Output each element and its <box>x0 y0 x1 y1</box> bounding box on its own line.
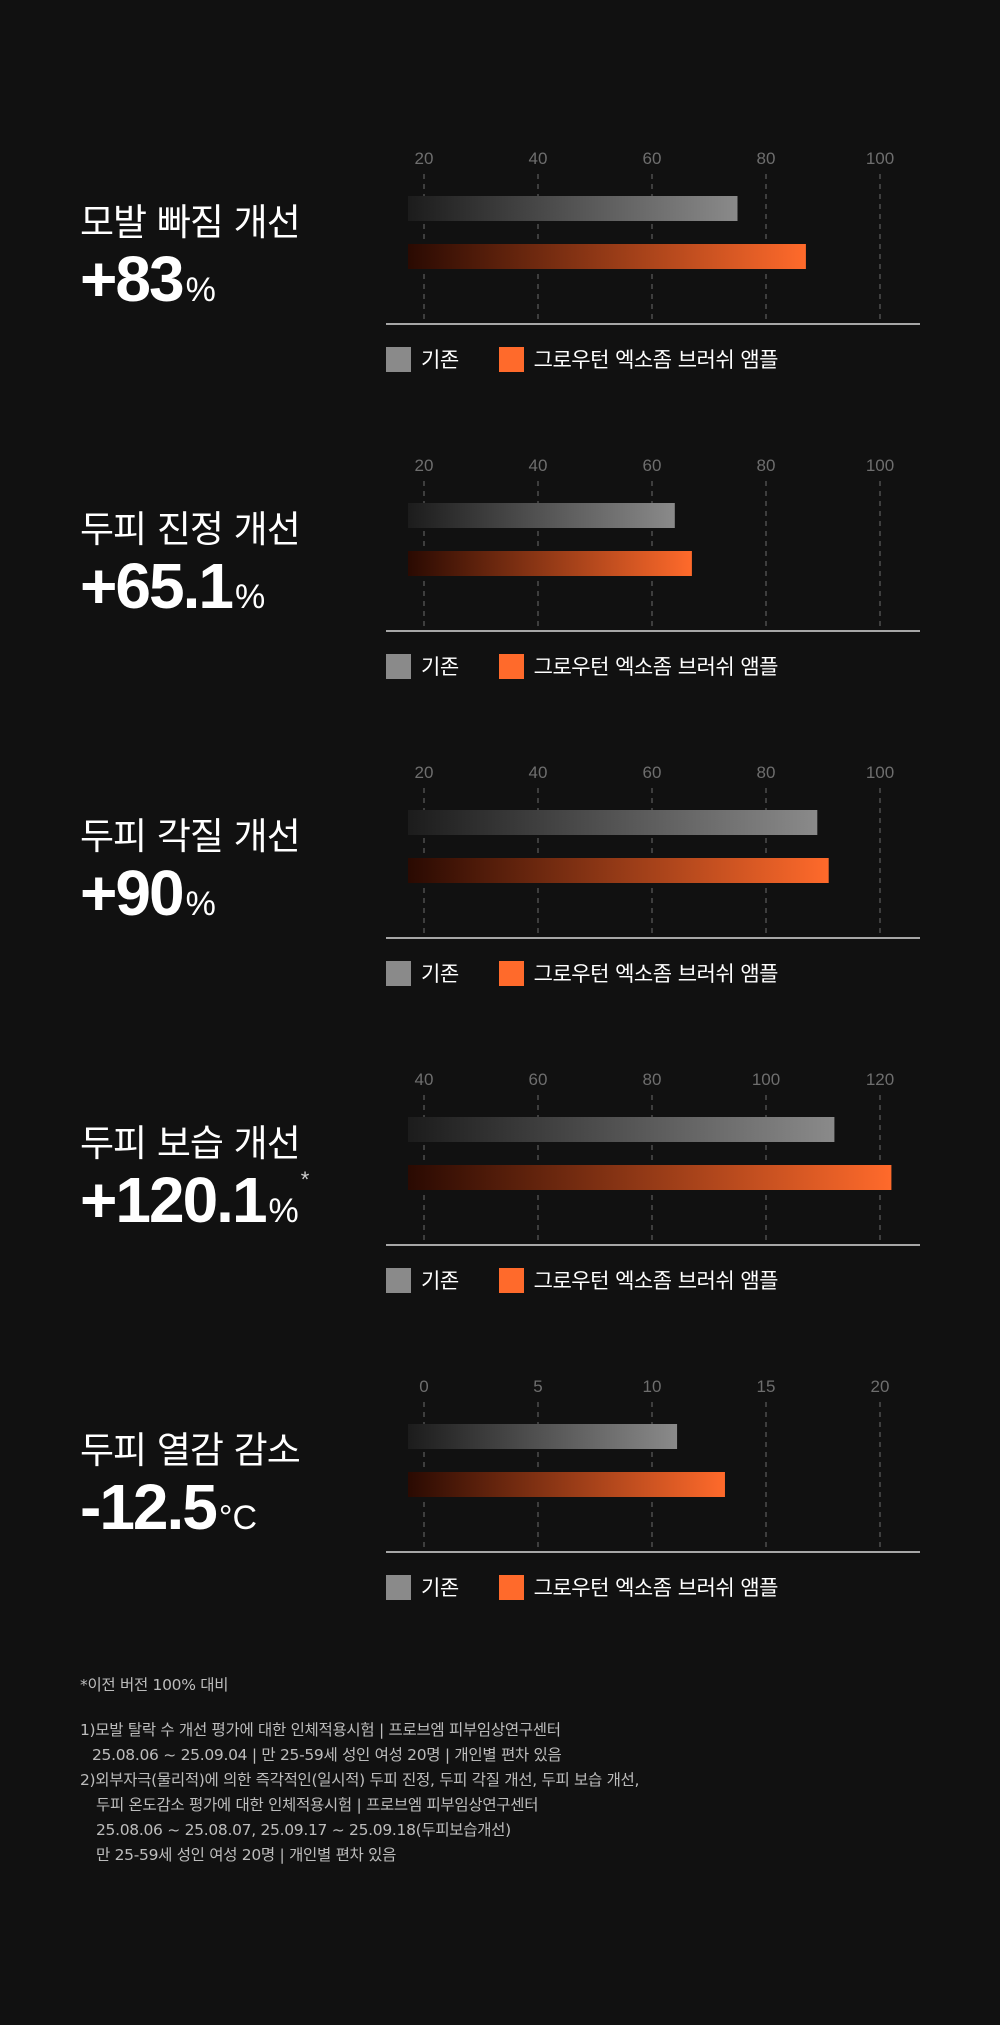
tick-label: 100 <box>752 1070 780 1089</box>
legend-label-baseline: 기존 <box>421 962 459 986</box>
tick-label: 40 <box>415 1070 434 1089</box>
tick-label: 80 <box>757 149 776 168</box>
bar-chart: 40 60 80 100 120 <box>386 1070 920 1246</box>
metric-value-group: +65.1% <box>80 549 265 623</box>
tick-label: 100 <box>866 456 894 475</box>
legend-swatch-baseline <box>386 653 411 679</box>
chart-legend: 기존 그로우턴 엑소좀 브러쉬 앰플 <box>386 1267 779 1293</box>
metric-unit: % <box>234 578 266 616</box>
bar-baseline <box>408 196 738 221</box>
chart-legend: 기존 그로우턴 엑소좀 브러쉬 앰플 <box>386 346 779 372</box>
tick-label: 60 <box>643 149 662 168</box>
metric-value: +90 <box>80 857 185 929</box>
footnote-ref2-line4: 만 25-59세 성인 여성 20명 | 개인별 편차 있음 <box>96 1846 397 1864</box>
metric-value-group: +90% <box>80 856 216 930</box>
tick-label: 20 <box>415 763 434 782</box>
metric-value: +120.1 <box>80 1164 268 1236</box>
legend-label-product: 그로우턴 엑소좀 브러쉬 앰플 <box>533 348 779 372</box>
footnote-ref2-line3: 25.08.06 ~ 25.08.07, 25.09.17 ~ 25.09.18… <box>96 1821 511 1839</box>
tick-label: 0 <box>419 1377 428 1396</box>
metric-title: 두피 보습 개선 <box>80 1122 301 1165</box>
footnote-ref1-line2: 25.08.06 ~ 25.09.04 | 만 25-59세 성인 여성 20명… <box>92 1746 562 1764</box>
legend-swatch-baseline <box>386 1574 411 1600</box>
legend-swatch-product <box>498 960 524 986</box>
metric-unit: % <box>185 271 216 309</box>
tick-label: 60 <box>643 763 662 782</box>
metric-value-group: -12.5°C <box>80 1470 257 1544</box>
tick-label: 60 <box>643 456 662 475</box>
tick-label: 20 <box>871 1377 890 1396</box>
tick-label: 20 <box>415 149 434 168</box>
metric-section: 두피 열감 감소 -12.5°C 0 5 10 15 20 기존 그로우턴 엑소좀 브러쉬 앰플 <box>0 1374 1000 1674</box>
legend-label-baseline: 기존 <box>421 655 459 679</box>
bar-chart: 20 40 60 80 100 <box>386 763 920 939</box>
tick-label: 100 <box>866 149 894 168</box>
tick-label: 20 <box>415 456 434 475</box>
metric-title: 두피 각질 개선 <box>80 815 301 858</box>
metric-section: 모발 빠짐 개선 +83% 20 40 60 80 100 기존 그로우턴 엑소좀 브러쉬 앰플 <box>0 146 1000 446</box>
bar-baseline <box>408 810 818 835</box>
legend-label-product: 그로우턴 엑소좀 브러쉬 앰플 <box>533 655 779 679</box>
tick-label: 120 <box>866 1070 894 1089</box>
legend-label-baseline: 기존 <box>421 348 459 372</box>
metric-section: 두피 보습 개선 +120.1%* 40 60 80 100 120 기존 그로우턴 엑소좀 브… <box>0 1067 1000 1367</box>
metric-value-group: +120.1%* <box>80 1163 309 1237</box>
tick-label: 5 <box>533 1377 542 1396</box>
tick-label: 15 <box>757 1377 776 1396</box>
metric-title: 모발 빠짐 개선 <box>80 201 301 244</box>
legend-swatch-product <box>498 1574 524 1600</box>
chart-legend: 기존 그로우턴 엑소좀 브러쉬 앰플 <box>386 960 779 986</box>
legend-label-product: 그로우턴 엑소좀 브러쉬 앰플 <box>533 1269 779 1293</box>
tick-label: 40 <box>529 456 548 475</box>
legend-swatch-baseline <box>386 960 411 986</box>
metric-value: +83 <box>80 243 185 315</box>
chart-legend: 기존 그로우턴 엑소좀 브러쉬 앰플 <box>386 1574 779 1600</box>
metric-value-group: +83% <box>80 242 216 316</box>
legend-swatch-product <box>498 346 524 372</box>
bar-chart: 0 5 10 15 20 <box>386 1377 920 1553</box>
footnote-ref2-line2: 두피 온도감소 평가에 대한 인체적용시험 | 프로브엠 피부임상연구센터 <box>96 1796 539 1814</box>
bar-product <box>408 1472 725 1497</box>
tick-label: 80 <box>643 1070 662 1089</box>
tick-label: 10 <box>643 1377 662 1396</box>
metric-footnote-marker: * <box>300 1167 310 1192</box>
tick-label: 100 <box>866 763 894 782</box>
bar-baseline <box>408 1117 835 1142</box>
metric-unit: °C <box>218 1499 258 1537</box>
legend-swatch-baseline <box>386 1267 411 1293</box>
tick-label: 80 <box>757 763 776 782</box>
bar-baseline <box>408 1424 678 1449</box>
metric-unit: % <box>185 885 216 923</box>
metric-value: -12.5 <box>80 1471 218 1543</box>
legend-label-product: 그로우턴 엑소좀 브러쉬 앰플 <box>533 1576 779 1600</box>
bar-baseline <box>408 503 675 528</box>
bar-chart: 20 40 60 80 100 <box>386 456 920 632</box>
bar-product <box>408 858 829 883</box>
footnote-asterisk: *이전 버전 100% 대비 <box>80 1676 229 1694</box>
bar-chart: 20 40 60 80 100 <box>386 149 920 325</box>
bar-product <box>408 1165 892 1190</box>
legend-label-baseline: 기존 <box>421 1269 459 1293</box>
legend-label-baseline: 기존 <box>421 1576 459 1600</box>
metric-section: 두피 각질 개선 +90% 20 40 60 80 100 기존 그로우턴 엑소좀 브러쉬 앰플 <box>0 760 1000 1060</box>
metric-title: 두피 진정 개선 <box>80 508 301 551</box>
tick-label: 40 <box>529 149 548 168</box>
metric-section: 두피 진정 개선 +65.1% 20 40 60 80 100 기존 그로우턴 엑소좀 브러쉬 … <box>0 453 1000 753</box>
bar-product <box>408 244 806 269</box>
legend-swatch-baseline <box>386 346 411 372</box>
footnote-ref1-line1: 1)모발 탈락 수 개선 평가에 대한 인체적용시험 | 프로브엠 피부임상연구… <box>80 1721 561 1739</box>
metric-unit: % <box>268 1192 299 1230</box>
legend-label-product: 그로우턴 엑소좀 브러쉬 앰플 <box>533 962 779 986</box>
chart-legend: 기존 그로우턴 엑소좀 브러쉬 앰플 <box>386 653 779 679</box>
footnote-ref2-line1: 2)외부자극(물리적)에 의한 즉각적인(일시적) 두피 진정, 두피 각질 개… <box>80 1771 640 1789</box>
bar-product <box>408 551 692 576</box>
legend-swatch-product <box>498 653 524 679</box>
tick-label: 80 <box>757 456 776 475</box>
tick-label: 40 <box>529 763 548 782</box>
metric-value: +65.1 <box>80 550 234 622</box>
metric-title: 두피 열감 감소 <box>80 1429 301 1472</box>
footnotes: *이전 버전 100% 대비 1)모발 탈락 수 개선 평가에 대한 인체적용시… <box>80 1673 639 1868</box>
tick-label: 60 <box>529 1070 548 1089</box>
legend-swatch-product <box>498 1267 524 1293</box>
